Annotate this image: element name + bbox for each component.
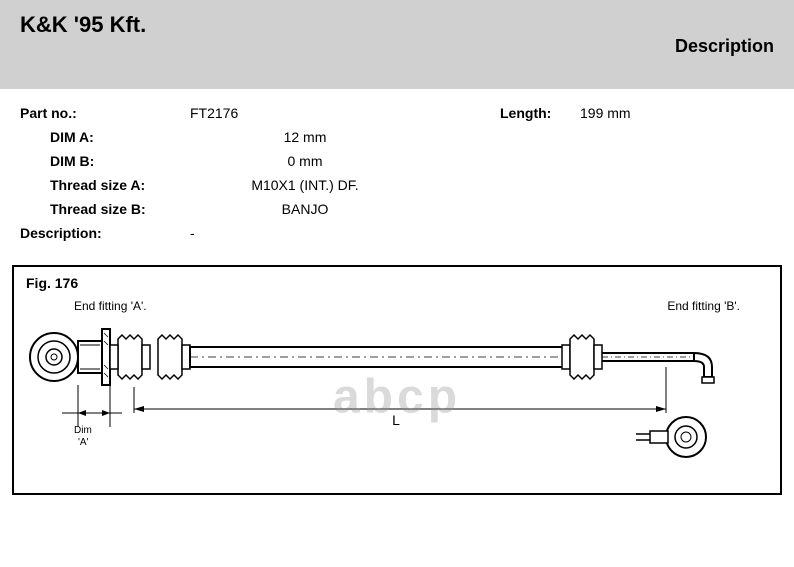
header-title: K&K '95 Kft. (20, 12, 146, 38)
figure-title: Fig. 176 (26, 275, 768, 291)
header-description-label: Description (675, 36, 774, 57)
specifications: Part no.: FT2176 Length: 199 mm DIM A: 1… (0, 89, 794, 257)
dim-a-text1: Dim (74, 425, 92, 436)
length-value: 199 mm (580, 105, 631, 121)
length-marker: L (392, 412, 400, 428)
desc-value: - (190, 225, 195, 241)
dim-a-text2: 'A' (78, 437, 89, 448)
spec-row-dima: DIM A: 12 mm (20, 129, 774, 145)
partno-label: Part no.: (20, 105, 190, 121)
spec-row-dimb: DIM B: 0 mm (20, 153, 774, 169)
partno-value: FT2176 (190, 105, 420, 121)
dima-value: 12 mm (190, 129, 420, 145)
end-fitting-b-label: End fitting 'B'. (667, 299, 740, 313)
threadb-label: Thread size B: (20, 201, 190, 217)
end-fitting-a-label: End fitting 'A'. (74, 299, 147, 313)
figure-box: Fig. 176 End fitting 'A'. End fitting 'B… (12, 265, 782, 495)
dima-label: DIM A: (20, 129, 190, 145)
header: K&K '95 Kft. Description (0, 0, 794, 89)
spec-row-threada: Thread size A: M10X1 (INT.) DF. (20, 177, 774, 193)
desc-label: Description: (20, 225, 190, 241)
hose-svg: Dim 'A' L (26, 317, 766, 487)
spec-row-threadb: Thread size B: BANJO (20, 201, 774, 217)
dimb-label: DIM B: (20, 153, 190, 169)
threadb-value: BANJO (190, 201, 420, 217)
spec-row-partno: Part no.: FT2176 Length: 199 mm (20, 105, 774, 121)
length-label: Length: (500, 105, 580, 121)
threada-value: M10X1 (INT.) DF. (190, 177, 420, 193)
hose-diagram: Dim 'A' L abcp (26, 317, 768, 477)
threada-label: Thread size A: (20, 177, 190, 193)
dimb-value: 0 mm (190, 153, 420, 169)
spec-row-desc: Description: - (20, 225, 774, 241)
